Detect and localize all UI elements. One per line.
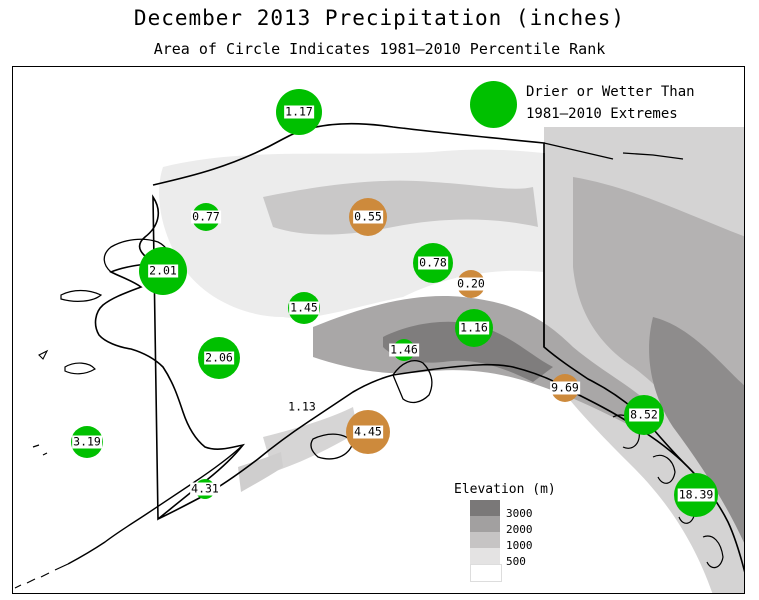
station-value: 4.45 (353, 424, 383, 439)
station-value: 1.46 (389, 342, 419, 357)
station-value: 1.16 (459, 320, 489, 335)
station-value: 3.19 (72, 434, 102, 449)
elevation-legend-title: Elevation (m) (454, 482, 556, 497)
map-title: December 2013 Precipitation (inches) (133, 6, 626, 30)
station-value: 9.69 (550, 380, 580, 395)
legend-extreme-circle (470, 81, 517, 128)
elevation-label: 500 (506, 555, 526, 568)
map-frame: Drier or Wetter Than 1981–2010 Extremes … (12, 66, 745, 594)
elevation-swatch (470, 564, 502, 582)
station-value: 1.45 (289, 300, 319, 315)
elevation-swatch (470, 516, 500, 532)
kodiak-island (310, 433, 354, 460)
st-lawrence-island (60, 289, 103, 302)
elevation-swatch (470, 500, 500, 516)
map-subtitle: Area of Circle Indicates 1981–2010 Perce… (153, 40, 606, 58)
elevation-label: 1000 (506, 539, 533, 552)
station-value: 0.55 (353, 209, 383, 224)
station-value: 1.13 (288, 399, 316, 414)
station-value: 0.77 (191, 209, 221, 224)
station-value: 18.39 (677, 487, 715, 502)
elevation-label: 3000 (506, 507, 533, 520)
elevation-label: 2000 (506, 523, 533, 536)
alaska-map (14, 122, 744, 593)
elevation-swatch (470, 548, 500, 564)
station-value: 0.20 (456, 276, 486, 291)
station-value: 8.52 (629, 407, 659, 422)
north-coast-canada (543, 142, 614, 160)
station-value: 4.31 (190, 481, 220, 496)
legend-line-2: 1981–2010 Extremes (526, 106, 678, 122)
elevation-shading (159, 127, 744, 593)
nunivak-island (64, 362, 96, 375)
pribilof-islands (32, 444, 48, 456)
peninsula-outline (67, 444, 244, 565)
legend-line-1: Drier or Wetter Than (526, 84, 695, 100)
elevation-swatch (470, 532, 500, 548)
legend-text: Drier or Wetter Than 1981–2010 Extremes (526, 81, 695, 125)
aleutian-islands (14, 563, 69, 589)
station-value: 2.06 (204, 350, 234, 365)
st-matthew-island (38, 349, 49, 360)
victoria-island-edge (622, 152, 684, 160)
station-value: 2.01 (148, 263, 178, 278)
station-value: 0.78 (418, 255, 448, 270)
station-value: 1.17 (284, 104, 314, 119)
kenai-peninsula (392, 360, 433, 404)
